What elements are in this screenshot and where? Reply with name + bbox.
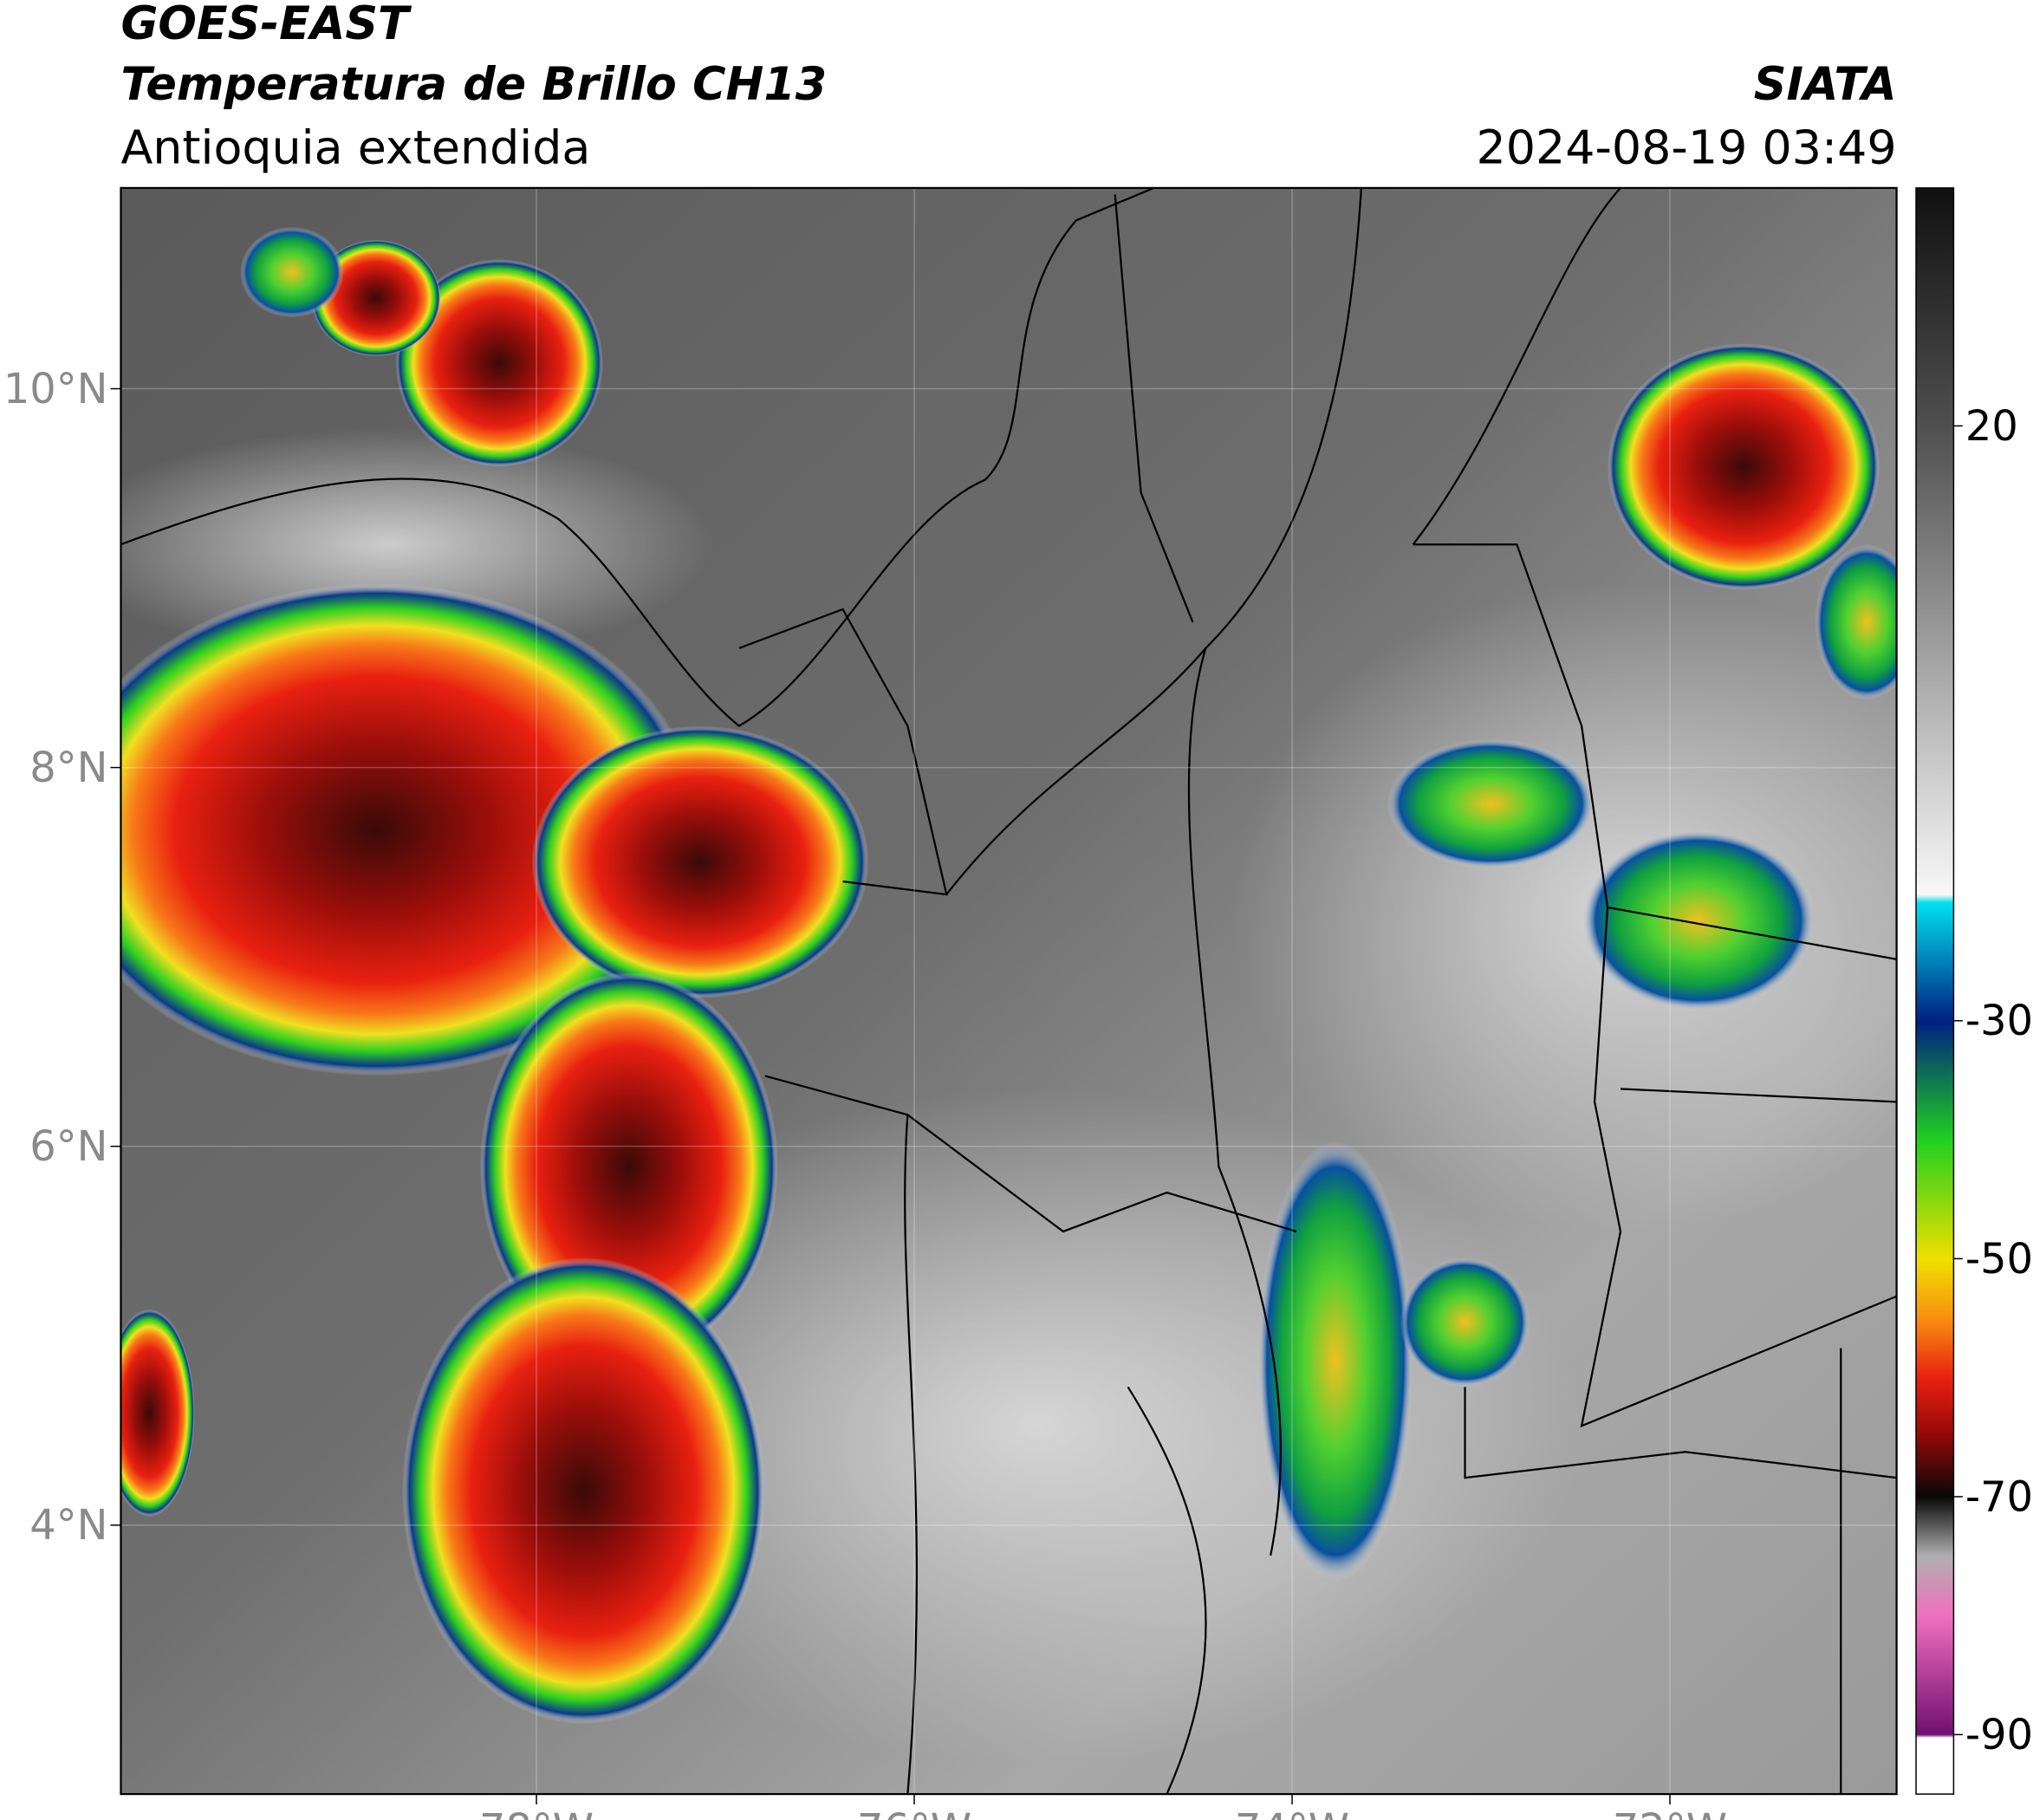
product: Temperatura de Brillo CH13 [120,58,827,111]
lat-tick-label: 10°N [3,366,108,413]
lon-tick-label: 74°W [1235,1806,1349,1820]
agency: SIATA [1754,58,1897,111]
lat-tick-label: 4°N [29,1502,107,1550]
region: Antioquia extendida [120,120,590,174]
lat-tick-label: 8°N [29,744,107,792]
colorbar [1915,187,1955,1795]
grid [120,187,1897,1795]
lon-tick-label: 76°W [857,1806,971,1820]
colorbar-tick-label: 20 [1965,403,2018,451]
lon-tick-label: 78°W [479,1806,594,1820]
colorbar-tick-label: -30 [1965,998,2033,1045]
satellite: GOES-EAST [120,0,412,50]
colorbar-tick-label: -50 [1965,1236,2033,1284]
map-frame [120,186,1898,1796]
lat-tick-label: 6°N [29,1123,107,1171]
lon-tick-label: 72°W [1613,1806,1727,1820]
colorbar-tick-label: -90 [1965,1712,2033,1759]
datetime: 2024-08-19 03:49 [1477,120,1897,174]
map-image [120,187,1897,1795]
colorbar-tick-label: -70 [1965,1473,2033,1521]
